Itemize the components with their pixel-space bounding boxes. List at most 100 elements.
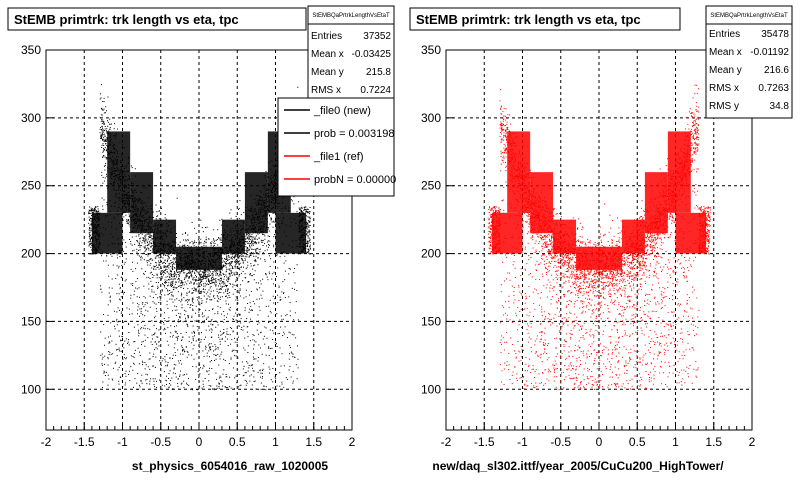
scatter-point <box>280 365 282 367</box>
scatter-point <box>123 357 125 359</box>
scatter-point <box>151 238 153 240</box>
scatter-point <box>177 277 179 279</box>
scatter-point <box>158 341 160 343</box>
scatter-point <box>239 313 241 315</box>
scatter-point <box>244 236 246 238</box>
scatter-point <box>222 265 224 267</box>
scatter-point <box>168 278 170 280</box>
scatter-point <box>149 358 151 360</box>
scatter-point <box>208 283 210 285</box>
scatter-point <box>143 240 145 242</box>
scatter-point <box>90 220 92 222</box>
scatter-point <box>245 259 247 261</box>
scatter-point <box>221 269 223 271</box>
scatter-point <box>273 261 275 263</box>
scatter-point <box>167 307 169 309</box>
scatter-point <box>292 371 294 373</box>
scatter-point <box>153 302 155 304</box>
scatter-point <box>265 386 267 388</box>
scatter-point <box>232 331 234 333</box>
scatter-point <box>223 283 225 285</box>
scatter-point <box>218 273 220 275</box>
scatter-point <box>102 138 104 140</box>
scatter-point <box>149 233 151 235</box>
scatter-point <box>180 339 182 341</box>
scatter-point <box>183 245 185 247</box>
scatter-point <box>253 344 255 346</box>
scatter-point <box>180 383 182 385</box>
scatter-point <box>114 362 116 364</box>
scatter-point <box>166 340 168 342</box>
scatter-point <box>221 313 223 315</box>
scatter-point <box>214 278 216 280</box>
scatter-point <box>176 325 178 327</box>
scatter-point <box>169 290 171 292</box>
scatter-point <box>255 249 257 251</box>
scatter-point <box>227 259 229 261</box>
scatter-point <box>143 239 145 241</box>
scatter-point <box>260 332 262 334</box>
scatter-point <box>229 212 231 214</box>
scatter-point <box>148 240 150 242</box>
scatter-point <box>152 378 154 380</box>
scatter-point <box>125 246 127 248</box>
scatter-point <box>141 374 143 376</box>
scatter-point <box>167 364 169 366</box>
scatter-point <box>114 328 116 330</box>
scatter-point <box>103 324 105 326</box>
scatter-point <box>146 378 148 380</box>
scatter-point <box>112 367 114 369</box>
scatter-point <box>151 245 153 247</box>
scatter-point <box>309 216 311 218</box>
scatter-point <box>108 351 110 353</box>
scatter-point <box>123 263 125 265</box>
scatter-point <box>165 380 167 382</box>
scatter-point <box>228 276 230 278</box>
scatter-point <box>269 258 271 260</box>
scatter-point <box>222 385 224 387</box>
scatter-point <box>251 384 253 386</box>
scatter-point <box>143 273 145 275</box>
scatter-point <box>158 210 160 212</box>
scatter-point <box>207 271 209 273</box>
scatter-point <box>220 278 222 280</box>
scatter-point <box>277 294 279 296</box>
scatter-point <box>201 276 203 278</box>
scatter-point <box>267 241 269 243</box>
scatter-point <box>138 304 140 306</box>
scatter-point <box>202 316 204 318</box>
scatter-point <box>208 273 210 275</box>
scatter-point <box>234 377 236 379</box>
scatter-point <box>189 307 191 309</box>
scatter-point <box>234 267 236 269</box>
scatter-point <box>172 354 174 356</box>
scatter-point <box>216 300 218 302</box>
scatter-point <box>210 360 212 362</box>
scatter-point <box>167 266 169 268</box>
scatter-point <box>151 235 153 237</box>
scatter-point <box>187 277 189 279</box>
scatter-point <box>138 333 140 335</box>
scatter-point <box>293 267 295 269</box>
scatter-point <box>212 308 214 310</box>
scatter-point <box>309 207 311 209</box>
scatter-point <box>240 384 242 386</box>
scatter-point <box>137 244 139 246</box>
scatter-point <box>301 207 303 209</box>
scatter-point <box>165 281 167 283</box>
scatter-point <box>156 215 158 217</box>
scatter-point <box>95 206 97 208</box>
scatter-point <box>200 280 202 282</box>
scatter-point <box>283 365 285 367</box>
scatter-point <box>234 254 236 256</box>
scatter-point <box>231 339 233 341</box>
scatter-point <box>264 250 266 252</box>
scatter-point <box>91 223 93 225</box>
scatter-point <box>125 258 127 260</box>
scatter-point <box>226 290 228 292</box>
scatter-point <box>246 248 248 250</box>
scatter-point <box>179 245 181 247</box>
scatter-point <box>204 240 206 242</box>
scatter-point <box>186 356 188 358</box>
scatter-point <box>104 177 106 179</box>
